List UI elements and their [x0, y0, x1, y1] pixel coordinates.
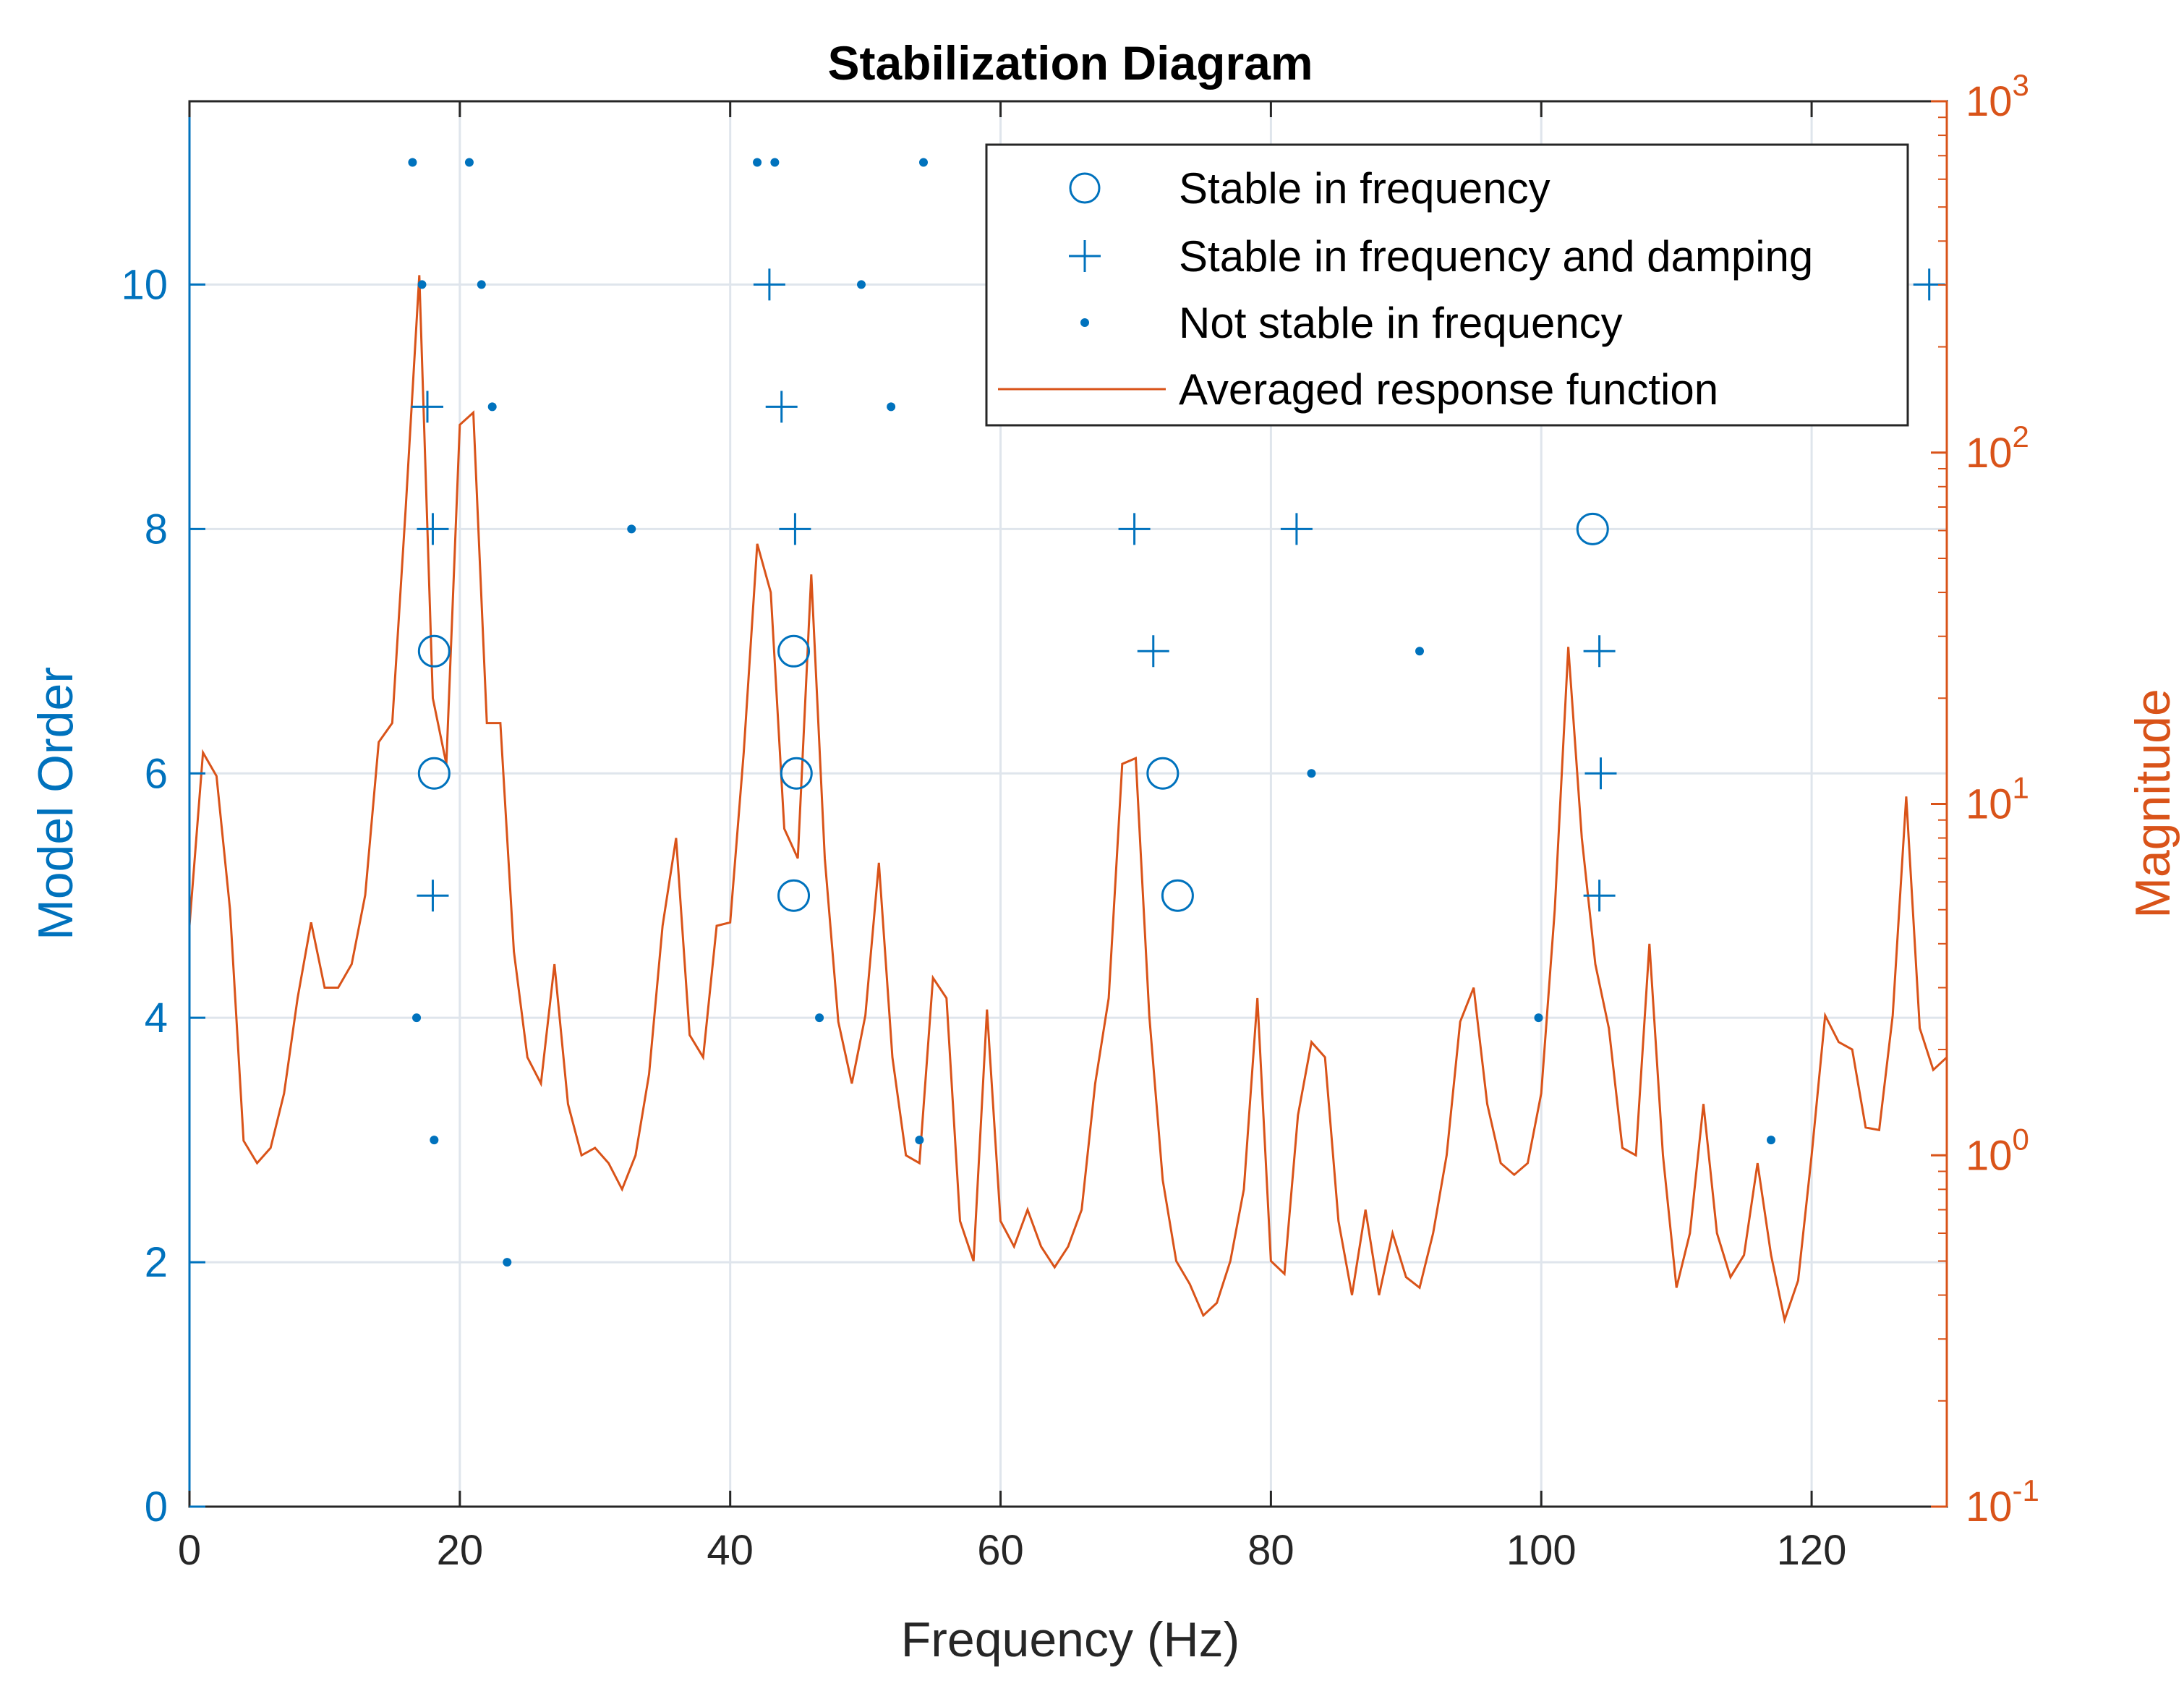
y-right-tick-label: 101 — [1966, 771, 2029, 828]
stable-frequency-point — [777, 879, 811, 912]
axis-ticks: 0 20 40 60 80 100 120 0 2 4 6 8 10 10-1 100 101 102 103 — [121, 68, 2039, 1574]
y-left-tick-label: 10 — [121, 261, 168, 308]
x-tick-label: 80 — [1247, 1527, 1294, 1574]
not-stable-point — [815, 1013, 824, 1023]
stable-frequency-damping-point — [753, 268, 785, 301]
stable-frequency-damping-point — [1584, 757, 1617, 790]
stable-frequency-damping-point — [1280, 513, 1313, 545]
data-marks — [188, 158, 1948, 1324]
x-tick-label: 20 — [437, 1527, 484, 1574]
stable-frequency-point — [417, 757, 451, 790]
not-stable-point — [408, 158, 417, 167]
y-left-tick-label: 6 — [145, 750, 168, 797]
stable-frequency-damping-point — [417, 880, 449, 912]
stable-frequency-damping-point — [411, 391, 443, 423]
stable-frequency-damping-point — [1137, 635, 1169, 668]
stable-frequency-point — [1146, 757, 1180, 790]
not-stable-point — [627, 524, 636, 534]
not-stable-point — [477, 280, 486, 289]
y-left-tick-label: 0 — [145, 1483, 168, 1530]
y-right-tick-label: 103 — [1966, 68, 2029, 125]
stable-frequency-damping-point — [1118, 513, 1151, 545]
stable-frequency-damping-point — [765, 391, 798, 423]
not-stable-point — [770, 158, 780, 167]
x-axis-label: Frequency (Hz) — [901, 1612, 1240, 1667]
y-right-tick-label: 100 — [1966, 1122, 2029, 1179]
stable-frequency-damping-point — [1583, 880, 1616, 912]
not-stable-point — [915, 1136, 924, 1145]
legend-dot-marker — [1080, 318, 1089, 327]
legend-label-stable-frequency-damping: Stable in frequency and damping — [1179, 232, 1813, 281]
y-left-tick-label: 8 — [145, 506, 168, 553]
not-stable-point — [430, 1136, 439, 1145]
y-left-tick-label: 2 — [145, 1239, 168, 1286]
legend-plus-marker — [1069, 240, 1101, 272]
legend-label-stable-frequency: Stable in frequency — [1179, 164, 1550, 213]
y-axis-label-right: Magnitude — [2125, 689, 2180, 919]
not-stable-point — [1415, 647, 1424, 656]
not-stable-point — [417, 280, 427, 289]
legend-label-not-stable: Not stable in frequency — [1179, 299, 1623, 347]
not-stable-point — [753, 158, 762, 167]
legend-box — [985, 143, 1909, 427]
x-tick-label: 40 — [707, 1527, 754, 1574]
stable-frequency-point — [1576, 512, 1609, 545]
not-stable-point — [412, 1013, 422, 1023]
not-stable-point — [918, 158, 928, 167]
not-stable-point — [1534, 1013, 1543, 1023]
y-right-tick-label: 10-1 — [1966, 1473, 2039, 1530]
averaged-response-line — [188, 275, 1948, 1324]
legend: Stable in frequency Stable in frequency … — [985, 143, 1909, 427]
chart-title: Stabilization Diagram — [827, 36, 1313, 90]
x-tick-label: 0 — [178, 1527, 201, 1574]
stable-frequency-damping-point — [1583, 635, 1616, 668]
legend-label-response: Averaged response function — [1179, 365, 1718, 414]
stable-frequency-damping-point — [417, 513, 449, 545]
stable-frequency-point — [780, 757, 813, 790]
y-right-tick-label: 102 — [1966, 420, 2029, 477]
not-stable-point — [503, 1258, 512, 1267]
x-tick-label: 120 — [1777, 1527, 1847, 1574]
y-left-tick-label: 4 — [145, 995, 168, 1042]
stable-frequency-damping-point — [779, 513, 811, 545]
stable-frequency-point — [417, 634, 451, 668]
stable-frequency-point — [1161, 879, 1194, 912]
y-axis-label-left: Model Order — [28, 667, 83, 940]
not-stable-point — [1767, 1136, 1775, 1145]
not-stable-point — [487, 402, 497, 412]
x-tick-label: 60 — [977, 1527, 1024, 1574]
not-stable-point — [1307, 769, 1316, 778]
legend-circle-marker — [1069, 172, 1101, 204]
not-stable-point — [887, 402, 896, 412]
stable-frequency-point — [777, 634, 811, 668]
x-tick-label: 100 — [1506, 1527, 1577, 1574]
not-stable-point — [857, 280, 866, 289]
not-stable-point — [464, 158, 474, 167]
